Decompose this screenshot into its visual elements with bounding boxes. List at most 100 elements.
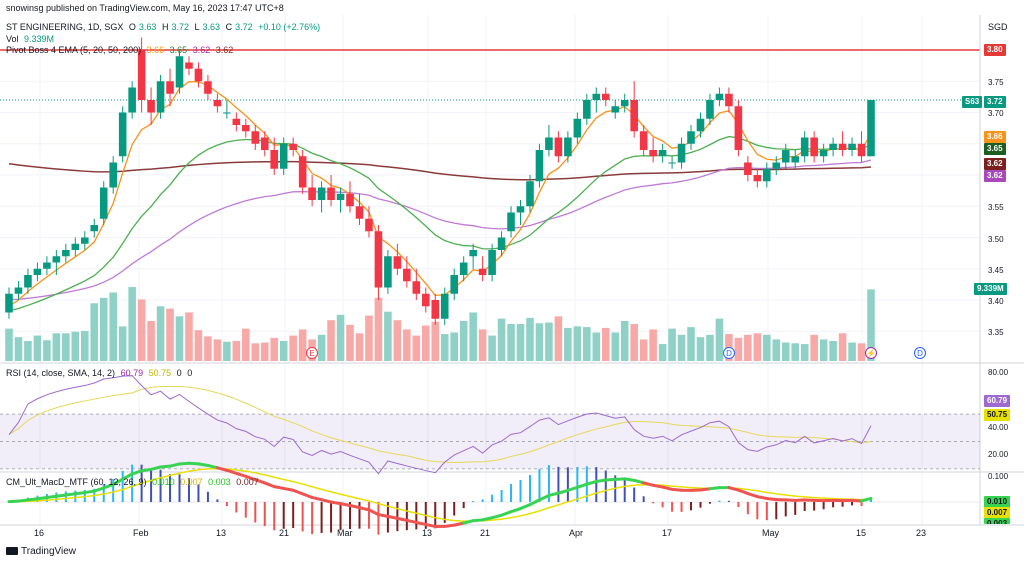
candle-body — [289, 143, 297, 150]
macd-line-segment — [225, 468, 238, 475]
panel-separators — [0, 15, 1024, 526]
candle-body — [422, 293, 430, 307]
macd-histogram-bar — [841, 502, 844, 507]
hline-tag[interactable]: 3.80 — [984, 44, 1006, 56]
volume-bar — [687, 327, 695, 361]
ema200-value: 3.62 — [215, 45, 234, 55]
rsi-legend: RSI (14, close, SMA, 14, 2) 60.79 50.75 … — [6, 368, 195, 378]
volume-bar — [393, 320, 402, 361]
ohlc-close: 3.72 — [235, 22, 253, 32]
macd-histogram-bar — [491, 494, 494, 502]
candle-body — [43, 262, 51, 269]
volume-label[interactable]: Vol — [6, 34, 19, 44]
candle-body — [223, 112, 231, 114]
y-tick-3.75: 3.75 — [988, 78, 1004, 87]
macd-line-segment — [509, 507, 523, 514]
macd-line-segment — [755, 495, 769, 500]
macd-line-segment — [803, 498, 816, 502]
macd-line-segment — [651, 483, 665, 489]
macd-line-segment — [462, 519, 475, 525]
macd-histogram-bar — [595, 467, 598, 502]
macd-histogram-bar — [472, 501, 475, 503]
volume-bar — [658, 344, 667, 361]
volume-bar — [99, 297, 108, 361]
candle-body — [166, 81, 174, 94]
y-tick-3.70: 3.70 — [988, 109, 1004, 118]
macd-histogram-bar — [282, 502, 285, 529]
volume-bar — [772, 339, 781, 361]
rsi-label[interactable]: RSI (14, close, SMA, 14, 2) — [6, 368, 116, 378]
macd-label[interactable]: CM_Ult_MacD_MTF (60, 12, 26, 9) — [6, 477, 147, 487]
ohlc-change: +0.10 (+2.76%) — [258, 22, 321, 32]
candle-body — [649, 150, 657, 157]
volume-bar — [232, 340, 241, 361]
event-marker-label: ⚡ — [866, 348, 876, 358]
x-tick-2: 13 — [216, 528, 227, 538]
macd-line-segment — [736, 488, 750, 496]
volume-bar — [535, 323, 544, 361]
macd-line-segment — [519, 503, 532, 511]
macd-line-segment — [178, 461, 191, 466]
volume-bar — [810, 334, 818, 361]
macd-line-segment — [424, 522, 437, 528]
macd-histogram-bar — [775, 502, 778, 520]
rsi-sma-tag: 50.75 — [984, 409, 1011, 421]
volume-bar — [545, 322, 553, 361]
macd-line-segment — [708, 486, 721, 491]
candle-body — [24, 275, 32, 288]
symbol-name[interactable]: ST ENGINEERING, 1D, SGX — [6, 22, 124, 32]
candle-body — [393, 256, 402, 269]
macd-line-segment — [594, 478, 608, 484]
currency-label: SGD — [988, 22, 1008, 32]
volume-bar — [763, 334, 771, 361]
ema-label[interactable]: Pivot Boss 4 EMA (5, 20, 50, 200) — [6, 45, 142, 55]
candle-body — [71, 243, 80, 250]
macd-line-segment — [642, 481, 655, 487]
macd-histogram-bar — [547, 465, 550, 502]
macd-histogram-bar — [178, 474, 181, 502]
macd-histogram-bar — [235, 502, 238, 513]
x-tick-5: 13 — [422, 528, 433, 538]
x-tick-7: Apr — [569, 528, 584, 538]
macd-histogram-bar — [415, 502, 418, 530]
macd-histogram-bar — [273, 502, 276, 531]
volume-bar — [592, 332, 601, 361]
macd-histogram-bar — [860, 502, 863, 507]
macd-histogram-bar — [576, 466, 579, 502]
macd-line-segment — [215, 466, 229, 472]
macd-line-segment — [35, 496, 49, 501]
rsi-extra-2: 0 — [187, 368, 193, 378]
x-tick-4: Mar — [337, 528, 353, 538]
candle-body — [800, 137, 809, 157]
candle-body — [554, 137, 563, 157]
macd-line-segment — [481, 516, 494, 522]
candle-body — [80, 237, 89, 244]
macd-line-segment — [357, 506, 371, 512]
ema5-value: 3.66 — [146, 45, 165, 55]
macd-line-segment — [102, 482, 115, 490]
macd-line-segment — [263, 481, 276, 489]
volume-bar — [800, 344, 809, 361]
candle-body — [365, 218, 373, 232]
macd-histogram-bar — [832, 502, 835, 508]
rsi-tick-40: 40.00 — [988, 423, 1009, 432]
macd-line-segment — [670, 487, 684, 492]
volume-bar — [137, 299, 146, 361]
macd-histogram-bar — [652, 502, 655, 504]
candle-body — [33, 268, 42, 275]
macd-line-segment — [537, 493, 551, 502]
volume-bar — [166, 308, 174, 361]
macd-histogram-bar — [661, 502, 664, 508]
candle-body — [270, 150, 279, 169]
candle-body — [829, 143, 837, 150]
volume-bar — [620, 320, 629, 361]
volume-bar — [298, 329, 307, 361]
ema200-line — [8, 160, 872, 181]
ema20-value: 3.65 — [169, 45, 188, 55]
volume-bar — [317, 334, 326, 361]
tradingview-logo[interactable]: TradingView — [6, 546, 76, 557]
candle-body — [403, 268, 411, 282]
macd-line-segment — [661, 485, 674, 491]
macd-histogram-bar — [339, 502, 342, 531]
